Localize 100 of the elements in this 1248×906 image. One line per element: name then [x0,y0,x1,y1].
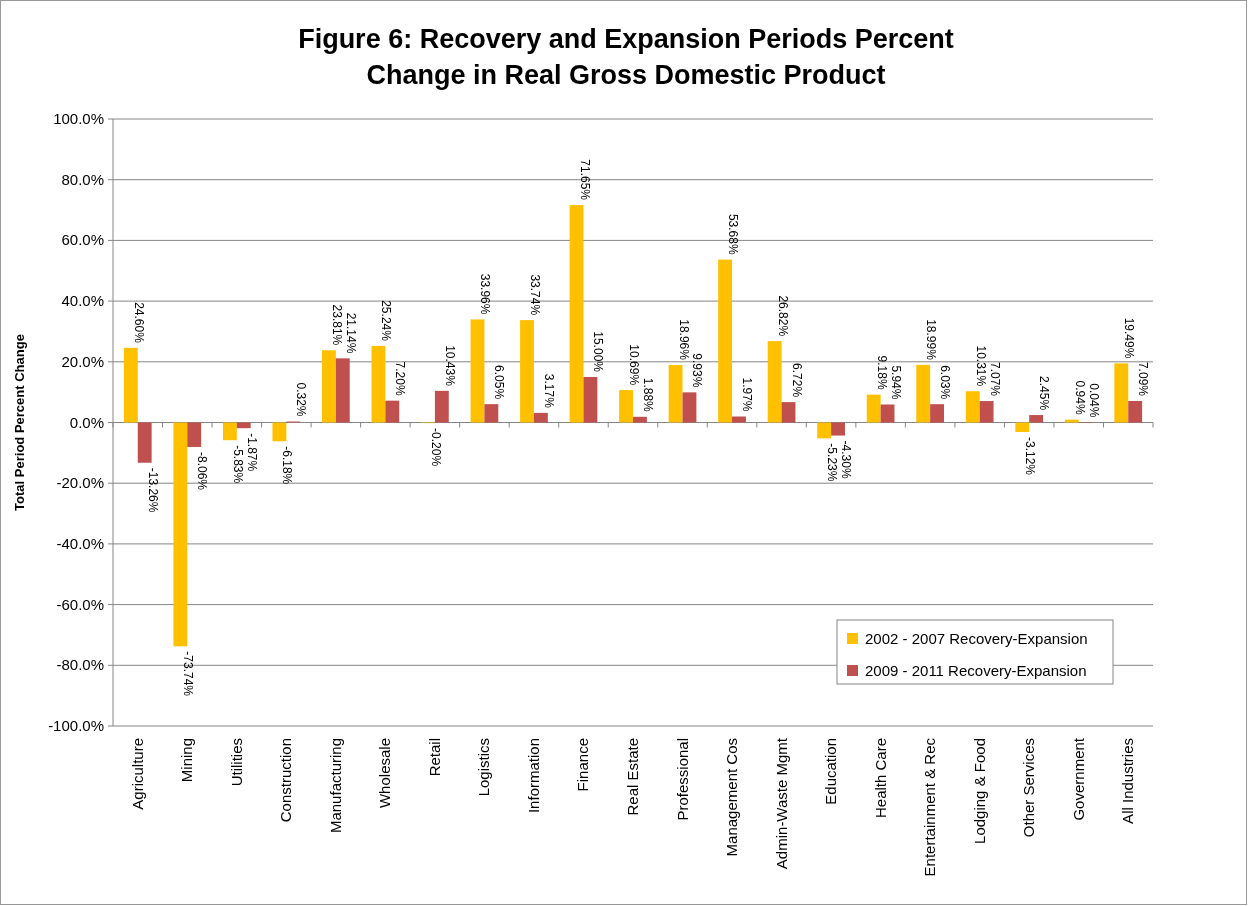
x-tick-label: Utilities [227,738,245,787]
y-tick-label: 0.0% [69,413,104,431]
data-label: 2.45% [1037,376,1052,411]
data-label: 53.68% [726,213,741,255]
x-tick-label: Real Estate [624,738,641,816]
data-label: -4.30% [839,440,854,479]
bar [682,392,697,423]
data-label: 9.93% [690,353,705,388]
data-label: 25.24% [379,300,394,342]
bar [817,422,832,439]
bar [484,404,499,423]
x-tick-label: Lodging & Food [970,738,988,844]
bar [668,364,683,423]
bar [434,390,449,423]
bar [321,350,336,423]
data-label: 6.05% [492,365,507,400]
x-tick-label: Admin-Waste Mgmt [772,737,790,870]
bar [767,341,782,423]
bar [619,390,633,423]
bar [1064,419,1079,423]
x-tick-label: Government [1069,737,1087,821]
data-label: -6.18% [280,446,295,485]
data-label: 26.82% [775,295,790,337]
data-label: 10.31% [973,345,988,387]
x-tick-label: Education [822,738,840,805]
data-label: -1.87% [244,433,259,472]
bar [1114,363,1129,423]
y-tick-label: -60.0% [56,595,104,613]
bar [781,402,796,423]
y-tick-label: 40.0% [61,292,104,310]
x-tick-label: Other Services [1020,738,1038,838]
bar [470,319,485,423]
data-label: 33.96% [478,273,493,315]
bar [137,422,152,463]
x-tick-label: Finance [574,738,592,792]
data-label: 1.88% [640,377,655,413]
data-label: -0.20% [428,428,443,467]
data-label: 19.49% [1122,317,1137,359]
bar [222,422,237,441]
bar [880,404,895,423]
y-axis-title: Total Period Percent Change [12,334,27,511]
data-label: -73.74% [181,651,196,697]
data-label: 18.99% [924,319,939,361]
y-tick-label: 80.0% [61,170,104,188]
data-label: -13.26% [145,467,160,513]
y-tick-label: -100.0% [48,717,104,734]
bar [831,422,845,436]
x-tick-label: Logistics [475,738,493,797]
x-tick-label: Agriculture [128,738,146,810]
x-tick-label: Health Care [871,738,889,819]
data-label: 7.07% [987,362,1002,397]
bar [979,401,994,423]
data-label: 1.97% [739,377,754,412]
data-label: 7.20% [393,361,408,396]
x-tick-label: Mining [178,738,196,783]
bar [1128,400,1143,423]
data-label: 3.17% [541,373,556,409]
data-label: 23.81% [329,304,344,346]
data-label: 71.65% [577,159,592,201]
bar [533,412,548,423]
bar [916,364,931,423]
data-label: -5.83% [230,445,245,484]
x-tick-label: Wholesale [376,738,394,809]
data-label: -3.12% [1023,436,1038,476]
data-label: 33.74% [528,274,543,316]
data-label: -5.23% [825,443,840,482]
x-tick-label: Information [524,738,542,814]
y-tick-label: -40.0% [56,534,104,552]
bar [335,358,350,423]
data-label: 0.04% [1086,383,1101,418]
data-label: 0.94% [1072,380,1087,415]
data-label: 9.18% [874,355,889,390]
bar [732,416,746,423]
bar [930,404,945,423]
bar [123,347,138,423]
x-tick-label: Professional [673,738,691,821]
legend-label: 2009 - 2011 Recovery-Expansion [865,662,1087,679]
data-label: 7.09% [1136,361,1151,397]
bar [385,400,400,423]
y-tick-label: 100.0% [53,110,104,127]
data-label: 15.00% [591,331,606,373]
bar [272,422,287,442]
data-label: 10.69% [627,344,642,386]
data-label: 6.03% [938,365,953,400]
bar [965,391,980,423]
chart-title: Figure 6: Recovery and Expansion Periods Percent Change in Real Gross Domestic Product [298,24,954,90]
x-tick-label: Management Cos [723,738,741,857]
data-label: 21.14% [343,312,358,354]
bar [1015,422,1030,432]
data-label: 24.60% [131,302,146,344]
x-tick-label: Manufacturing [326,738,344,834]
data-label: 6.72% [789,363,804,398]
y-tick-label: 20.0% [61,352,104,370]
bar [583,376,598,423]
y-tick-label: -80.0% [56,656,104,674]
x-tick-label: Construction [277,738,295,823]
bar [866,394,881,423]
bar [371,345,386,423]
bar [173,422,188,647]
y-tick-label: -20.0% [56,474,104,492]
